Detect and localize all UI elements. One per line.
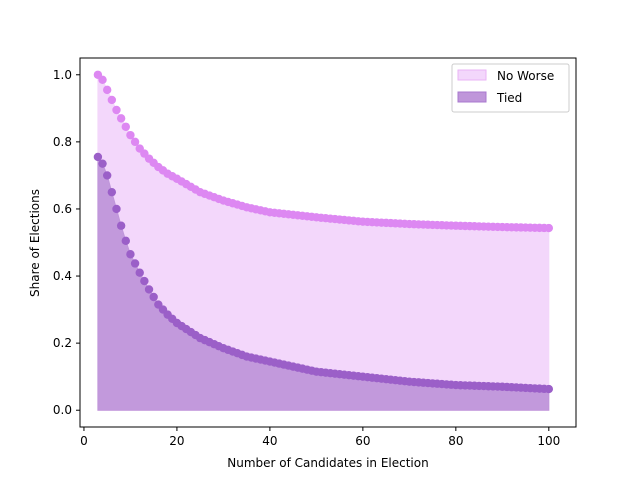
legend: No Worse Tied [451,63,570,113]
y-tick-label: 0.4 [53,269,72,283]
x-tick-label: 100 [537,434,560,448]
point-no-worse [544,223,554,233]
plot-frame [79,57,577,428]
y-tick-label: 0.8 [53,135,72,149]
point-tied [135,268,144,277]
point-tied [121,236,130,246]
point-no-worse [126,130,135,140]
point-tied [126,250,135,259]
x-axis-ticks: 0 20 40 60 80 100 [80,427,560,448]
point-no-worse [102,85,112,95]
y-tick-label: 1.0 [53,68,72,82]
y-tick-label: 0.6 [53,202,72,216]
x-tick-label: 80 [448,434,463,448]
point-tied [149,292,158,302]
legend-swatch-tied [457,91,487,103]
x-tick-label: 20 [169,434,184,448]
point-tied [130,259,140,268]
point-no-worse [107,95,117,105]
point-no-worse [116,114,126,123]
legend-label-tied: Tied [496,91,522,105]
y-axis-label: Share of Elections [28,189,42,297]
y-tick-label: 0.2 [53,336,72,350]
point-tied [140,276,149,286]
point-no-worse [98,75,107,85]
data-points [93,70,554,394]
point-tied [98,159,107,168]
point-tied [116,221,126,230]
point-tied [93,152,103,162]
x-tick-label: 0 [80,434,88,448]
point-tied [112,204,121,214]
y-tick-label: 0.0 [53,403,72,417]
x-tick-label: 60 [355,434,370,448]
point-no-worse [130,137,140,147]
point-no-worse [121,122,130,131]
x-tick-label: 40 [262,434,277,448]
legend-label-no-worse: No Worse [497,69,554,83]
y-axis-ticks: 0.0 0.2 0.4 0.6 0.8 1.0 [53,68,80,417]
point-no-worse [112,105,121,115]
point-tied [144,285,154,294]
point-tied [107,187,117,197]
point-tied [544,384,554,394]
area-fills [97,73,550,411]
x-axis-label: Number of Candidates in Election [227,456,428,470]
point-tied [102,171,112,180]
legend-swatch-no-worse [457,69,487,81]
